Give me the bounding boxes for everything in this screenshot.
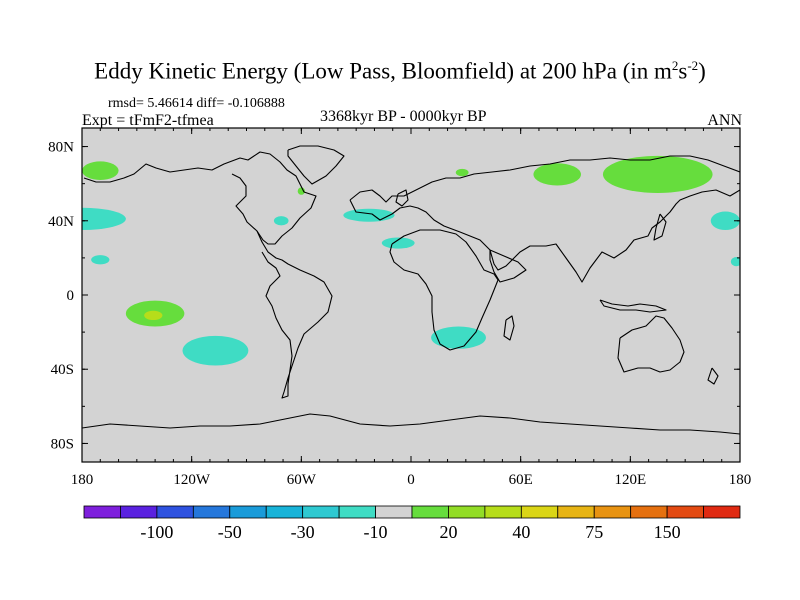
anomaly-west-pacific	[710, 211, 740, 231]
coast-north-america	[83, 151, 317, 245]
colorbar-swatch	[265, 505, 304, 519]
anomaly-south-pacific-east	[182, 335, 249, 366]
coast-british-isles	[395, 189, 409, 207]
colorbar-swatch	[520, 505, 559, 519]
coast-south-america	[256, 230, 333, 399]
anomaly-north-atlantic	[343, 208, 395, 222]
colorbar-swatch	[630, 505, 668, 519]
experiment-label: Expt = tFmF2-tfmea	[82, 112, 214, 129]
axis-ticks: 180 120W 60W 0 60E 120E 180 80N 40N 0 40S 80S	[48, 128, 751, 488]
coast-japan	[653, 213, 667, 241]
y-tick-label: 80S	[51, 436, 74, 452]
plot-title: Eddy Kinetic Energy (Low Pass, Bloomfiel…	[94, 58, 706, 84]
colorbar-label: -100	[140, 522, 173, 542]
anomaly-newfoundland	[273, 216, 289, 226]
coast-greenland	[287, 145, 345, 185]
colorbar-label: -30	[291, 522, 315, 542]
colorbar-swatch	[338, 505, 376, 519]
colorbar-swatch	[83, 505, 121, 519]
y-tick-label: 40S	[51, 362, 74, 378]
x-tick-label: 180	[71, 472, 94, 488]
colorbar-swatch	[120, 505, 158, 519]
anomaly-east-siberia	[602, 155, 713, 193]
anomaly-hawaii-east	[730, 256, 740, 267]
colorbar-swatch	[448, 505, 486, 519]
colorbar-label: 40	[512, 522, 530, 542]
colorbar-swatch	[593, 505, 632, 519]
colorbar-label: -50	[218, 522, 242, 542]
season-label: ANN	[707, 112, 742, 129]
x-tick-label: 120E	[614, 472, 646, 488]
coast-arabia	[489, 249, 527, 283]
colorbar-label: 20	[439, 522, 457, 542]
coast-antarctica	[82, 413, 740, 435]
period-label: 3368kyr BP - 0000kyr BP	[320, 108, 487, 125]
colorbar-swatch	[411, 505, 449, 519]
colorbar-label: 75	[585, 522, 603, 542]
anomaly-north-pacific	[82, 207, 126, 231]
y-tick-label: 80N	[48, 140, 74, 156]
colorbar-swatch	[703, 505, 741, 519]
anomaly-west-siberia	[533, 163, 581, 186]
anomaly-alaska	[82, 161, 119, 180]
coastlines	[82, 145, 740, 435]
x-tick-label: 0	[407, 472, 415, 488]
colorbar-label: -10	[364, 522, 388, 542]
colorbar-swatch	[302, 505, 340, 519]
rmsd-diff-stats: rmsd= 5.46614 diff= -0.106888	[108, 96, 285, 111]
colorbar-swatch	[229, 505, 267, 519]
coast-new-zealand	[707, 367, 719, 385]
anomaly-layer	[82, 155, 740, 366]
x-tick-label: 60W	[287, 472, 317, 488]
coast-eurasia	[349, 155, 740, 283]
colorbar-swatch	[557, 505, 595, 519]
colorbar-swatch	[375, 505, 413, 519]
anomaly-atlantic-subtropics	[381, 237, 415, 249]
anomaly-hawaii	[91, 255, 110, 265]
x-tick-label: 120W	[173, 472, 211, 488]
coast-australia	[617, 315, 685, 373]
colorbar-swatch	[192, 505, 231, 519]
y-tick-label: 40N	[48, 214, 74, 230]
colorbar: -100 -50 -30 -10 20 40 75 150	[83, 505, 741, 542]
anomaly-scandinavia	[455, 168, 469, 177]
anomaly-southern-africa	[431, 326, 486, 349]
colorbar-swatch	[666, 505, 704, 519]
colorbar-swatch	[156, 505, 194, 519]
anomaly-south-pacific-core	[144, 310, 163, 321]
coast-africa	[389, 229, 499, 351]
coast-indonesia	[599, 299, 667, 313]
colorbar-label: 150	[654, 522, 681, 542]
colorbar-swatch	[484, 505, 522, 519]
x-tick-label: 60E	[509, 472, 533, 488]
x-tick-label: 180	[729, 472, 752, 488]
coast-madagascar	[503, 315, 515, 341]
y-tick-label: 0	[67, 288, 75, 304]
